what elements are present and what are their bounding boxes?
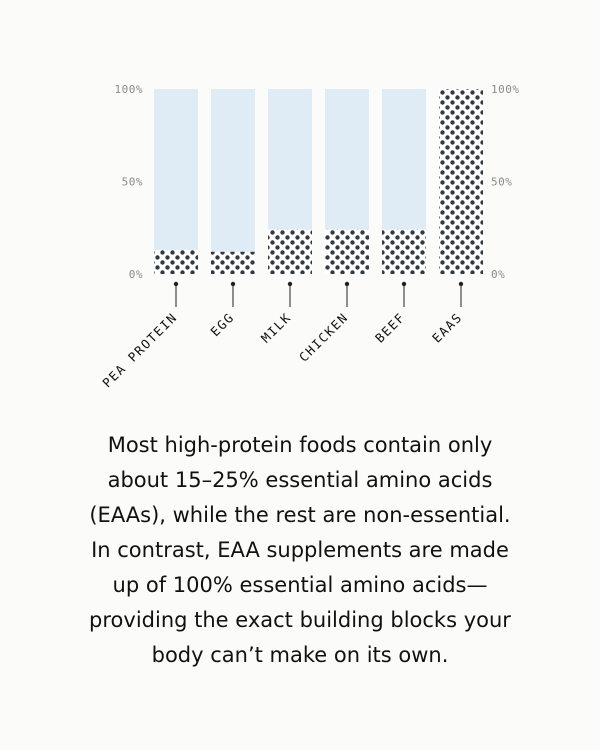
y-tick-right-50: 50% [491,176,512,189]
y-tick-right-100: 100% [491,83,520,96]
leader-dot-chicken [344,281,350,287]
caption-line: Most high-protein foods contain only [107,433,493,457]
caption-line: (EAAs), while the rest are non-essential… [89,503,511,527]
category-label-beef: BEEF [372,310,408,346]
category-label-egg: EGG [207,310,237,340]
leader-dot-egg [230,281,236,287]
leader-dot-milk [287,281,293,287]
category-label-chicken: CHICKEN [296,310,351,365]
caption-line: In contrast, EAA supplements are made [91,538,509,562]
y-tick-left-100: 100% [115,83,144,96]
bar-background-egg [211,89,255,274]
caption-line: providing the exact building blocks your [89,608,511,632]
leader-dot-eaas [458,281,464,287]
y-tick-left-50: 50% [122,176,143,189]
bar-background-pea-protein [154,89,198,274]
bar-eaas [439,89,483,274]
caption: Most high-protein foods contain only abo… [40,428,560,673]
category-label-pea-protein: PEA PROTEIN [99,310,180,391]
bar-chicken [325,229,369,274]
leader-dot-beef [401,281,407,287]
y-tick-right-0: 0% [491,268,505,281]
leader-dot-pea-protein [173,281,179,287]
caption-line: about 15–25% essential amino acids [107,468,493,492]
eaa-bar-chart: 100% 100% 50% 50% 0% 0% PEA PROTEIN EGG MILK CHI… [99,83,520,391]
bar-milk [268,229,312,274]
bar-egg [211,251,255,274]
caption-line: body can’t make on its own. [151,643,449,667]
category-label-milk: MILK [258,310,294,346]
bar-pea-protein [154,249,198,274]
y-tick-left-0: 0% [129,268,143,281]
caption-line: up of 100% essential amino acids— [112,573,488,597]
category-label-eaas: EAAS [429,310,465,346]
bar-beef [382,229,426,274]
